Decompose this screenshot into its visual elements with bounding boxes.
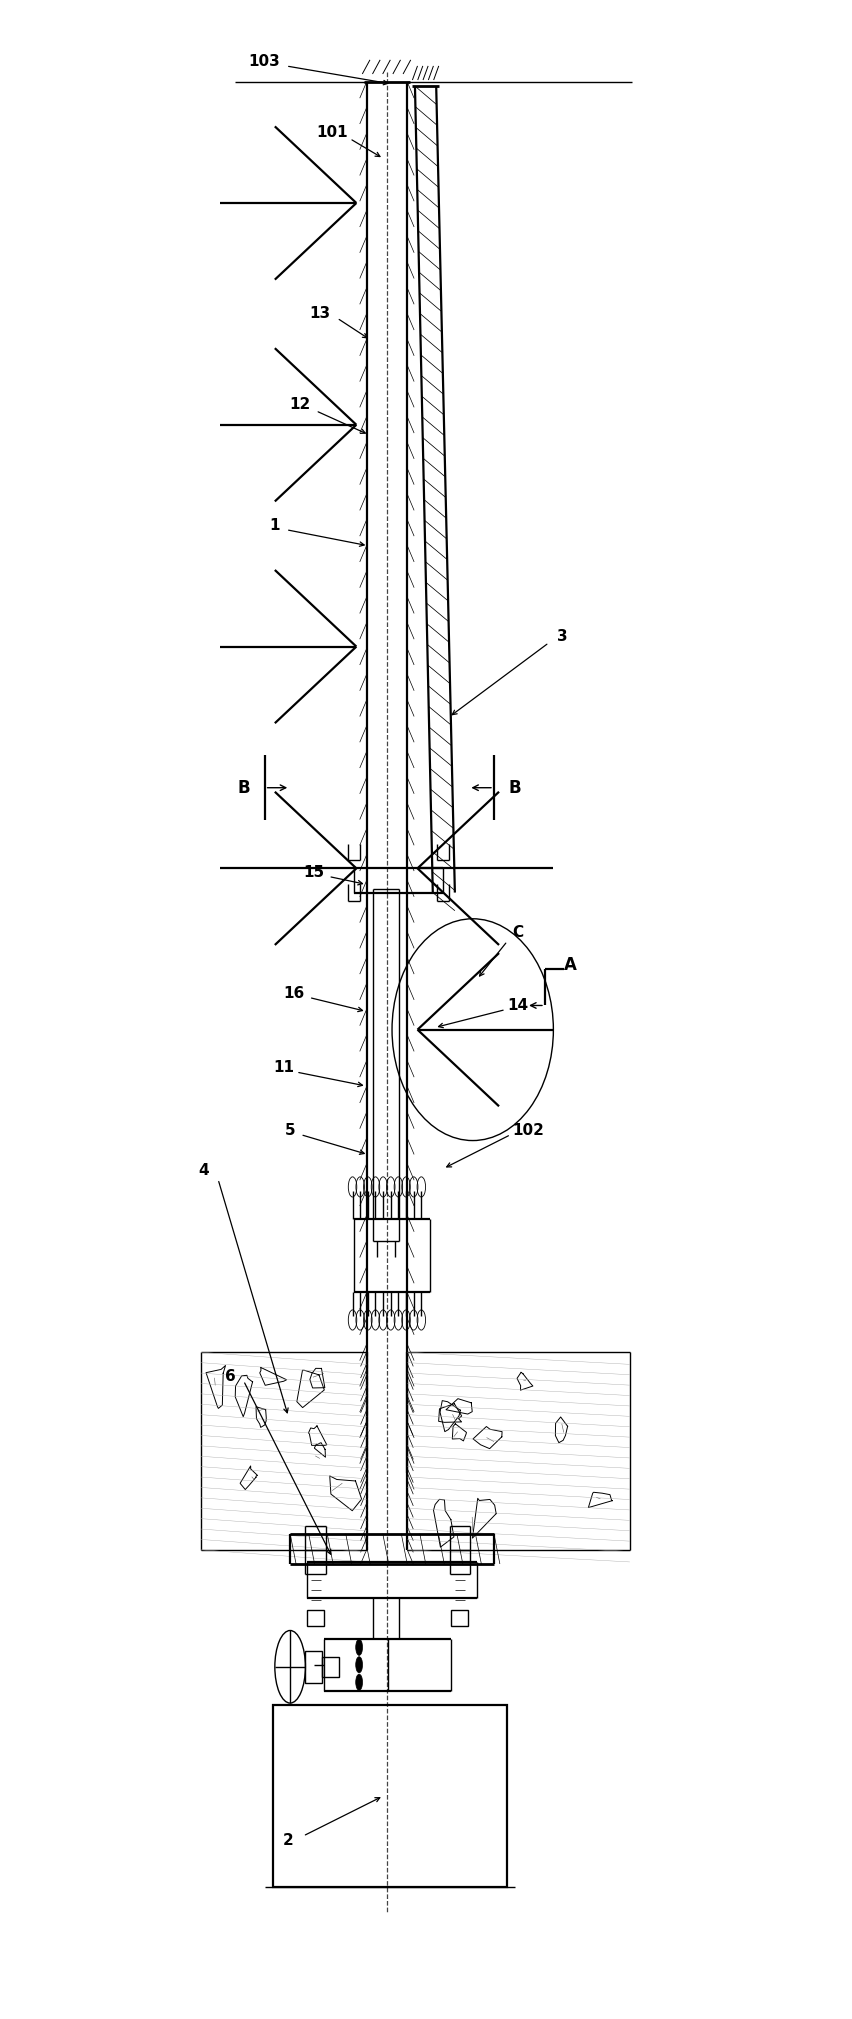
Text: 101: 101 — [317, 125, 348, 139]
Circle shape — [356, 1639, 362, 1656]
Text: A: A — [564, 957, 577, 973]
Bar — [307, 1611, 324, 1627]
Text: 6: 6 — [225, 1369, 236, 1383]
Text: B: B — [237, 779, 250, 798]
Bar — [452, 1611, 469, 1627]
Text: 12: 12 — [290, 398, 311, 412]
Text: 2: 2 — [283, 1833, 294, 1847]
Text: C: C — [512, 925, 523, 941]
Text: 14: 14 — [507, 997, 528, 1014]
Bar — [322, 1658, 339, 1678]
Text: 15: 15 — [303, 864, 325, 880]
Text: B: B — [509, 779, 521, 798]
Text: 3: 3 — [556, 630, 567, 644]
Text: 102: 102 — [512, 1123, 544, 1139]
Text: 4: 4 — [199, 1163, 209, 1179]
Circle shape — [356, 1658, 362, 1674]
Text: 103: 103 — [249, 55, 280, 69]
Text: 1: 1 — [269, 519, 280, 533]
Circle shape — [356, 1674, 362, 1690]
Bar — [273, 1706, 507, 1886]
Text: 16: 16 — [284, 985, 305, 1001]
Text: 11: 11 — [273, 1060, 294, 1076]
Text: 5: 5 — [285, 1123, 296, 1139]
Text: 13: 13 — [309, 307, 331, 321]
Bar — [305, 1652, 322, 1684]
